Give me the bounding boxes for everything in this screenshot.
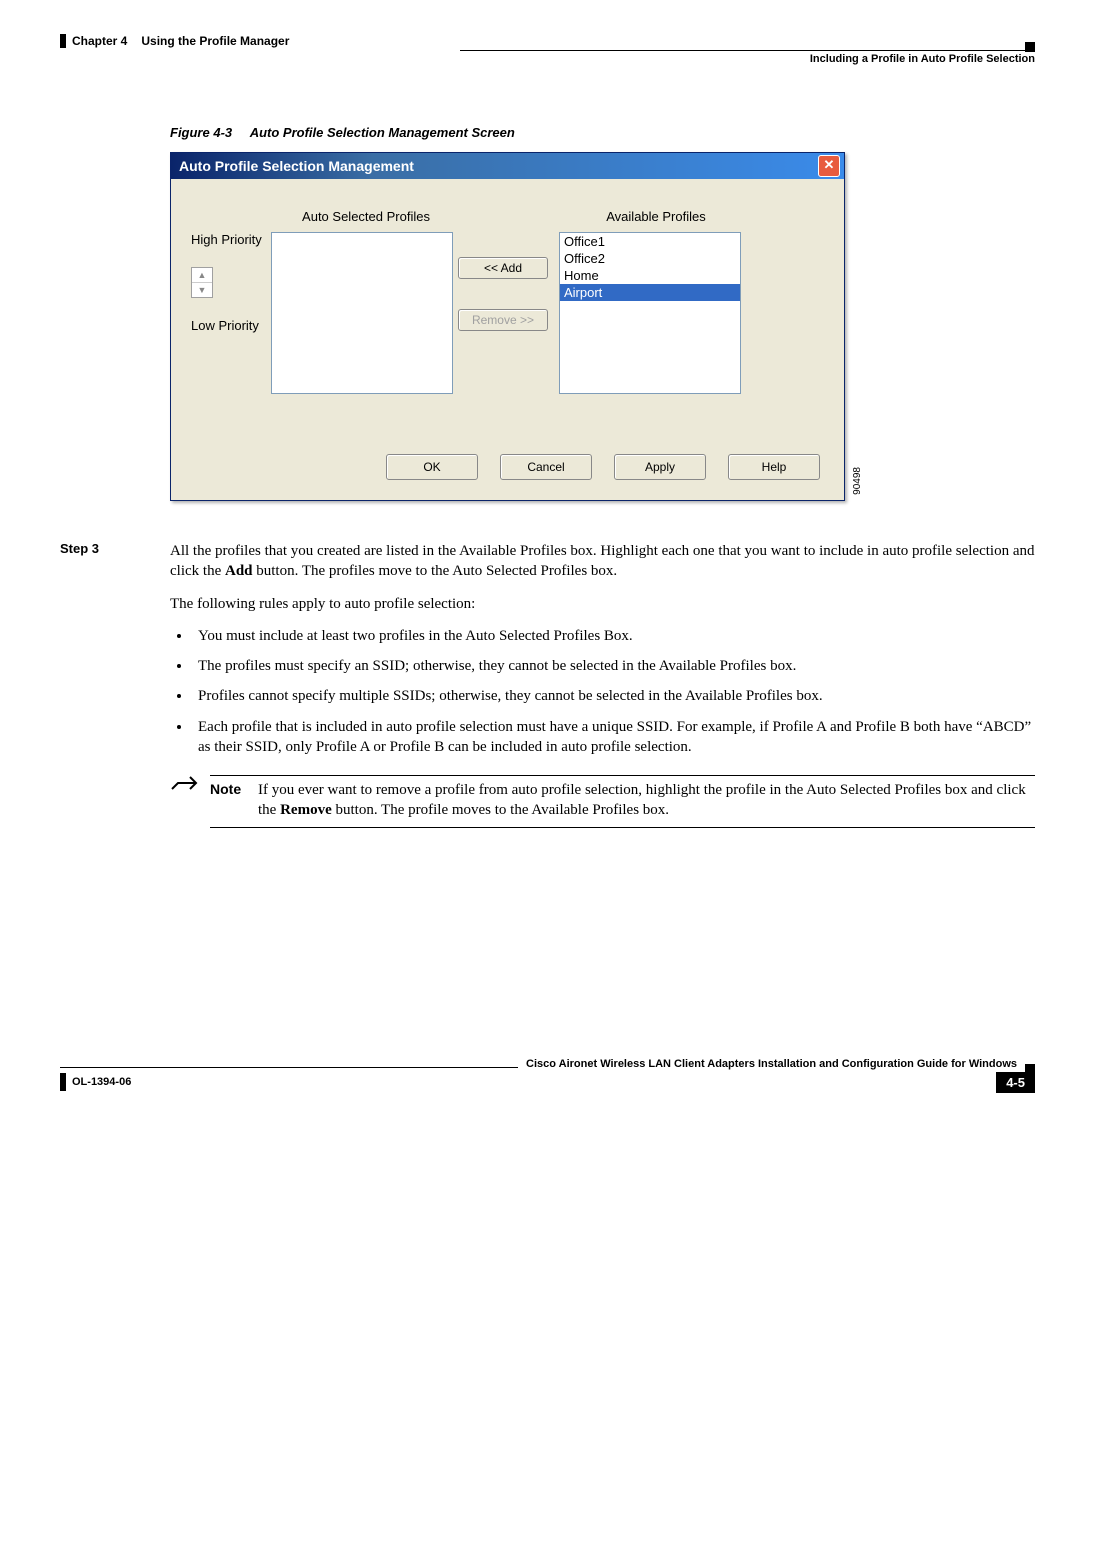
figure-caption: Figure 4-3 Auto Profile Selection Manage…: [170, 125, 1035, 140]
step-label: Step 3: [60, 541, 170, 828]
priority-spinner[interactable]: ▲ ▼: [191, 267, 213, 298]
help-button[interactable]: Help: [728, 454, 820, 480]
high-priority-label: High Priority: [191, 232, 271, 247]
note-label: Note: [210, 780, 258, 821]
figure-title: Auto Profile Selection Management Screen: [250, 125, 515, 140]
list-item[interactable]: Home: [560, 267, 740, 284]
remove-button[interactable]: Remove >>: [458, 309, 548, 331]
dialog-screenshot: Auto Profile Selection Management ✕ Auto…: [170, 152, 845, 501]
spinner-up-icon[interactable]: ▲: [192, 268, 212, 283]
header-block-icon: [60, 34, 66, 48]
list-item[interactable]: Airport: [560, 284, 740, 301]
add-button[interactable]: << Add: [458, 257, 548, 279]
step-paragraph: All the profiles that you created are li…: [170, 541, 1035, 582]
header-end-block-icon: [1025, 42, 1035, 52]
spinner-down-icon[interactable]: ▼: [192, 283, 212, 297]
footer-doc-number: OL-1394-06: [72, 1076, 131, 1088]
auto-selected-listbox[interactable]: [271, 232, 453, 394]
footer-guide-title: Cisco Aironet Wireless LAN Client Adapte…: [518, 1058, 1025, 1070]
ok-button[interactable]: OK: [386, 454, 478, 480]
auto-selected-label: Auto Selected Profiles: [271, 209, 461, 224]
chapter-title: Using the Profile Manager: [141, 34, 289, 48]
dialog-title: Auto Profile Selection Management: [179, 158, 414, 174]
step-paragraph: The following rules apply to auto profil…: [170, 594, 1035, 614]
chapter-number: Chapter 4: [72, 34, 127, 48]
footer-bar-icon: [60, 1073, 66, 1091]
low-priority-label: Low Priority: [191, 318, 271, 333]
list-item: Profiles cannot specify multiple SSIDs; …: [192, 686, 1035, 706]
list-item: You must include at least two profiles i…: [192, 626, 1035, 646]
dialog-titlebar: Auto Profile Selection Management ✕: [171, 153, 844, 179]
footer-page-number: 4-5: [996, 1072, 1035, 1093]
section-title: Including a Profile in Auto Profile Sele…: [60, 53, 1035, 65]
note-block: Note If you ever want to remove a profil…: [170, 775, 1035, 828]
rules-list: You must include at least two profiles i…: [170, 626, 1035, 757]
step-block: Step 3 All the profiles that you created…: [60, 541, 1035, 828]
available-label: Available Profiles: [561, 209, 751, 224]
list-item: The profiles must specify an SSID; other…: [192, 656, 1035, 676]
list-item[interactable]: Office2: [560, 250, 740, 267]
note-text: If you ever want to remove a profile fro…: [258, 780, 1035, 821]
page-footer: Cisco Aironet Wireless LAN Client Adapte…: [60, 1058, 1035, 1093]
cancel-button[interactable]: Cancel: [500, 454, 592, 480]
figure-label: Figure 4-3: [170, 125, 232, 140]
note-icon: [170, 775, 210, 828]
figure-image-id: 90498: [852, 467, 863, 495]
list-item[interactable]: Office1: [560, 233, 740, 250]
close-icon[interactable]: ✕: [818, 155, 840, 177]
page-header: Chapter 4 Using the Profile Manager Incl…: [60, 34, 1035, 65]
available-listbox[interactable]: Office1 Office2 Home Airport: [559, 232, 741, 394]
apply-button[interactable]: Apply: [614, 454, 706, 480]
list-item: Each profile that is included in auto pr…: [192, 717, 1035, 758]
